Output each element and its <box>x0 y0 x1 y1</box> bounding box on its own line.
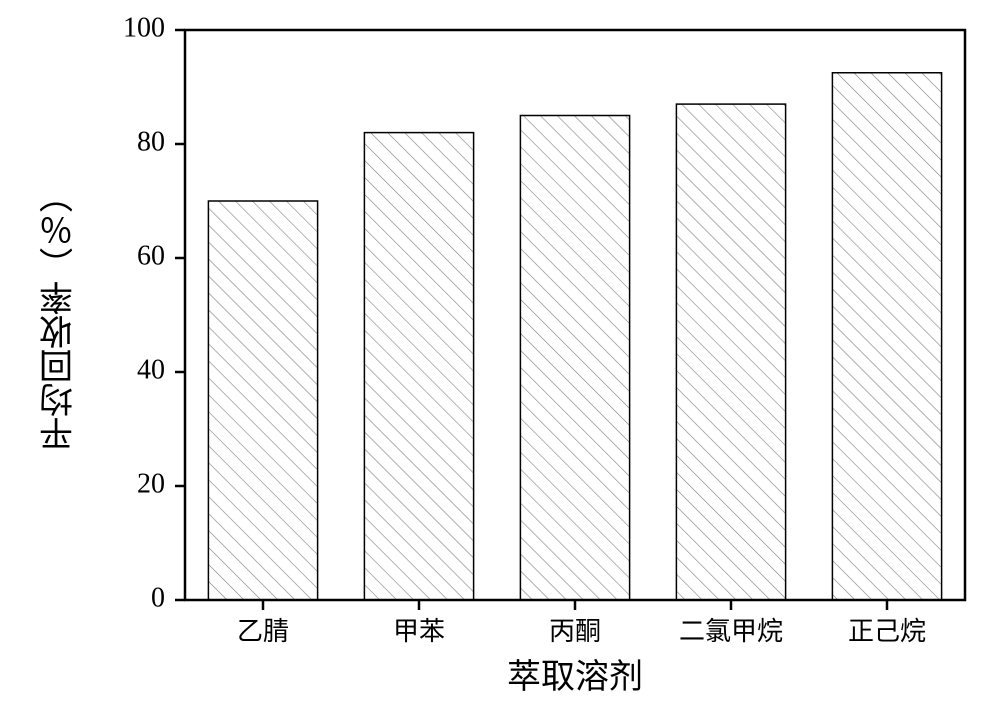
y-tick-label: 40 <box>137 354 165 385</box>
bar <box>520 116 629 601</box>
y-tick-label: 100 <box>123 12 165 43</box>
bar <box>208 201 317 600</box>
x-axis-label: 萃取溶剂 <box>507 658 643 696</box>
x-tick-label: 甲苯 <box>393 617 445 646</box>
recovery-bar-chart: 0 20 40 60 80 100 乙腈 甲苯 丙酮 二氯甲烷 正己烷萃取溶剂 平均回收率（％） <box>0 0 1000 721</box>
bar <box>832 73 941 600</box>
y-axis-label: 平均回收率（％） <box>40 179 79 451</box>
y-tick-label: 20 <box>137 468 165 499</box>
bar <box>364 133 473 600</box>
x-tick-label: 丙酮 <box>549 617 601 646</box>
chart-svg: 0 20 40 60 80 100 乙腈 甲苯 丙酮 二氯甲烷 正己烷萃取溶剂 平均回收率（％） <box>0 0 1000 721</box>
x-tick-label: 二氯甲烷 <box>679 617 783 646</box>
y-tick-label: 60 <box>137 240 165 271</box>
x-tick-label: 正己烷 <box>848 617 926 646</box>
y-tick-label: 0 <box>151 582 165 613</box>
y-tick-label: 80 <box>137 126 165 157</box>
bar <box>676 104 785 600</box>
x-tick-label: 乙腈 <box>237 617 289 646</box>
